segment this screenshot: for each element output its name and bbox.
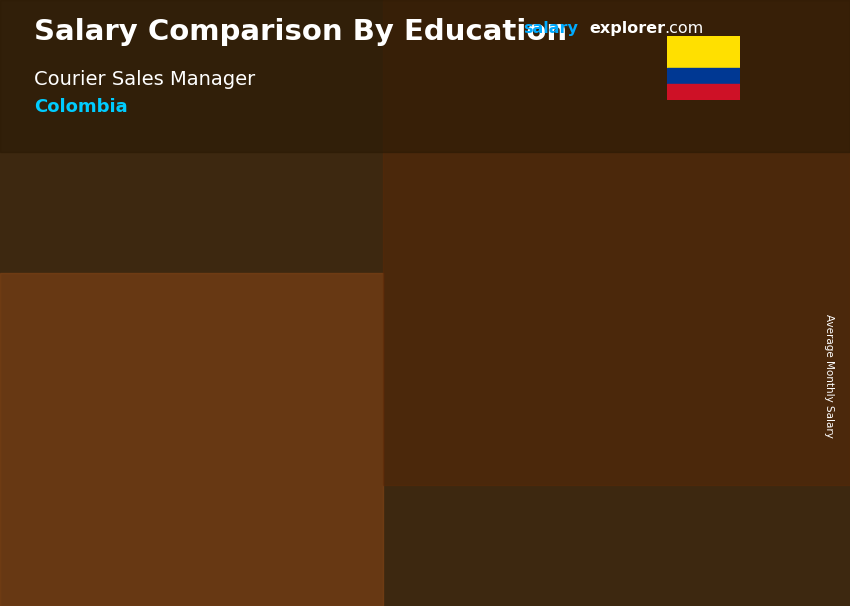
Text: 2,640,000 COP: 2,640,000 COP — [233, 342, 332, 356]
Bar — [667, 36, 740, 68]
Text: salary: salary — [523, 21, 578, 36]
Text: +41%: +41% — [374, 231, 441, 251]
Bar — [597, 253, 683, 527]
Text: Courier Sales Manager: Courier Sales Manager — [34, 70, 255, 88]
Bar — [683, 253, 692, 527]
Bar — [0, 273, 382, 606]
Bar — [667, 68, 740, 84]
Bar — [99, 393, 185, 398]
Bar — [351, 376, 360, 527]
Text: 3,710,000 COP: 3,710,000 COP — [399, 284, 498, 298]
Bar — [265, 373, 351, 378]
Text: explorer: explorer — [589, 21, 666, 36]
Bar — [185, 396, 194, 527]
Text: +29%: +29% — [540, 149, 608, 169]
Text: .com: .com — [665, 21, 704, 36]
Text: 4,780,000 COP: 4,780,000 COP — [564, 226, 664, 239]
Text: Colombia: Colombia — [34, 98, 127, 116]
Bar — [667, 84, 740, 100]
Text: 2,290,000 COP: 2,290,000 COP — [66, 356, 166, 369]
Bar — [382, 0, 850, 485]
Bar — [517, 314, 526, 527]
Text: Average Monthly Salary: Average Monthly Salary — [824, 314, 834, 438]
Bar — [597, 250, 683, 255]
Bar — [431, 311, 517, 316]
Bar — [265, 376, 351, 527]
Bar — [0, 0, 850, 152]
Text: Salary Comparison By Education: Salary Comparison By Education — [34, 18, 567, 46]
Bar — [431, 314, 517, 527]
Bar — [99, 396, 185, 527]
Text: +15%: +15% — [207, 312, 275, 332]
